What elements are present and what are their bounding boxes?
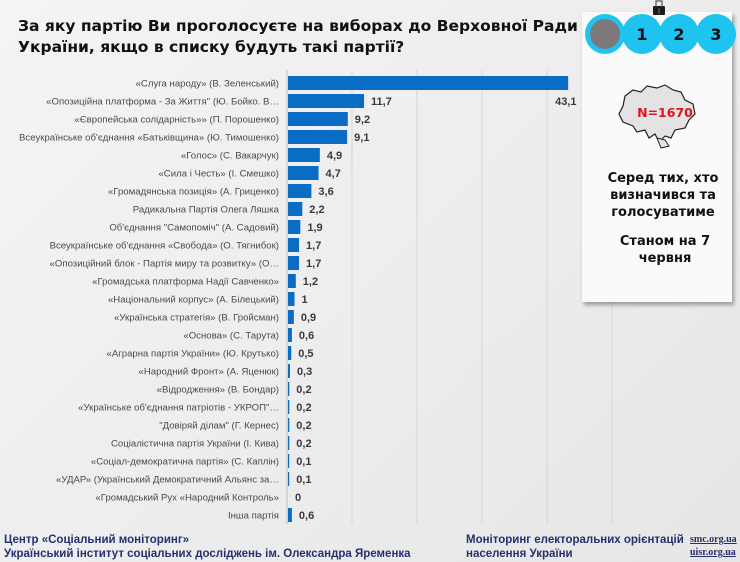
value-label: 0,6 xyxy=(299,330,314,342)
bar xyxy=(288,112,348,126)
category-label: Всеукраїнське об'єднання «Свобода» (О. Т… xyxy=(50,241,279,252)
footer-project-line1: Моніторинг електоральних орієнтацій xyxy=(466,534,684,546)
value-label: 4,9 xyxy=(327,150,342,162)
value-label: 1,7 xyxy=(306,258,321,270)
binder-clip-icon xyxy=(653,0,665,15)
bar xyxy=(288,292,295,306)
category-label: "Довіряй ділам" (Г. Кернес) xyxy=(159,421,279,432)
bar xyxy=(288,310,294,324)
step-label: 2 xyxy=(673,24,685,44)
value-label: 11,7 xyxy=(371,96,392,108)
category-label: «Соціал-демократична партія» (С. Каплін) xyxy=(91,457,279,468)
link-smc[interactable]: smc.org.ua xyxy=(690,534,737,545)
bar xyxy=(288,382,290,396)
bar xyxy=(288,436,290,450)
value-label: 0,3 xyxy=(297,366,312,378)
bar xyxy=(288,328,292,342)
bar xyxy=(288,346,292,360)
category-label: «Опозиційна платформа - За Життя" (Ю. Бо… xyxy=(46,97,279,108)
category-label: «Українське об'єднання патріотів - УКРОП… xyxy=(78,403,279,414)
category-label: «Громадська платформа Надії Савченко» xyxy=(92,277,279,288)
category-label: «Громадянська позиція» (А. Гриценко) xyxy=(108,187,279,198)
bar xyxy=(288,202,303,216)
bar xyxy=(288,400,290,414)
bar xyxy=(288,508,292,522)
footer-org-line2: Український інститут соціальних дослідже… xyxy=(4,548,411,560)
bar xyxy=(288,454,290,468)
value-label: 0,2 xyxy=(296,384,311,396)
value-label: 0,1 xyxy=(296,456,311,468)
bar xyxy=(288,76,569,90)
footer-project-line2: населення України xyxy=(466,548,573,560)
bar xyxy=(288,184,312,198)
value-label: 0,2 xyxy=(296,420,311,432)
value-label: 43,1 xyxy=(555,96,576,108)
value-label: 0,5 xyxy=(298,348,313,360)
category-label: Всеукраїнське об'єднання «Батьківщина» (… xyxy=(19,133,279,144)
category-label: «Національний корпус» (А. Білецький) xyxy=(108,295,279,306)
step-indicator: 1 2 3 xyxy=(585,14,736,58)
value-label: 1,7 xyxy=(306,240,321,252)
value-label: 3,6 xyxy=(318,186,333,198)
value-label: 0,6 xyxy=(299,510,314,522)
category-label: Соціалістична партія України (І. Кива) xyxy=(111,439,279,450)
step-1[interactable]: 1 xyxy=(622,14,662,54)
footer-project: Моніторинг електоральних орієнтацій насе… xyxy=(466,533,684,561)
value-label: 0,2 xyxy=(296,438,311,450)
value-label: 9,1 xyxy=(354,132,369,144)
value-label: 1,2 xyxy=(303,276,318,288)
category-label: «Європейська солідарність»» (П. Порошенк… xyxy=(74,115,279,126)
category-label: «Слуга народу» (В. Зеленський) xyxy=(136,79,279,90)
bar xyxy=(288,274,296,288)
sample-size-label: N=1670 xyxy=(637,105,693,120)
bar xyxy=(288,472,290,486)
value-label: 0,9 xyxy=(301,312,316,324)
value-label: 2,2 xyxy=(309,204,324,216)
footer-org-line1: Центр «Соціальний моніторинг» xyxy=(4,534,190,546)
bar xyxy=(288,238,300,252)
category-label: «Українська стратегія» (В. Гройсман) xyxy=(114,313,279,324)
value-label: 1,9 xyxy=(307,222,322,234)
category-label: «Голос» (С. Вакарчук) xyxy=(181,151,279,162)
step-2[interactable]: 2 xyxy=(659,14,699,54)
ukraine-map-icon xyxy=(618,84,696,149)
value-label: 4,7 xyxy=(326,168,341,180)
bar xyxy=(288,418,290,432)
step-label: 3 xyxy=(710,24,722,44)
category-label: Радикальна Партія Олега Ляшка xyxy=(133,205,280,216)
category-label: «Відродження» (В. Бондар) xyxy=(157,385,279,396)
step-0[interactable] xyxy=(585,14,625,54)
category-label: «Громадський Рух «Народний Контроль» xyxy=(95,493,279,504)
sample-note: Серед тих, хто визначився та голосуватим… xyxy=(607,171,719,220)
value-label: 1 xyxy=(302,294,308,306)
category-label: Об'єднання "Самопоміч" (А. Садовий) xyxy=(109,223,279,234)
step-label: 1 xyxy=(636,24,648,44)
bar xyxy=(288,220,301,234)
category-label: «Народний Фронт» (А. Яценюк) xyxy=(139,367,279,378)
value-label: 0,2 xyxy=(296,402,311,414)
value-label: 0,1 xyxy=(296,474,311,486)
category-label: «Сила і Честь» (І. Смешко) xyxy=(158,169,279,180)
footer-links: smc.org.ua uisr.org.ua xyxy=(690,533,737,559)
bar xyxy=(288,94,365,108)
category-label: «УДАР» (Український Демократичний Альянс… xyxy=(56,475,279,486)
bar xyxy=(288,364,290,378)
bar xyxy=(288,166,319,180)
category-label: «Основа» (С. Тарута) xyxy=(183,331,279,342)
bar-chart: «Слуга народу» (В. Зеленський) 43,1 «Опози… xyxy=(19,70,613,524)
value-label: 9,2 xyxy=(355,114,370,126)
category-label: «Опозиційний блок - Партія миру та розви… xyxy=(50,259,279,270)
footer-org: Центр «Соціальний моніторинг» Українськи… xyxy=(4,533,411,561)
info-panel xyxy=(582,12,732,302)
link-uisr[interactable]: uisr.org.ua xyxy=(690,547,736,558)
value-label: 0 xyxy=(295,492,301,504)
category-label: Інша партія xyxy=(228,511,279,522)
bar xyxy=(288,130,348,144)
bar xyxy=(288,148,320,162)
category-label: «Аграрна партія України» (Ю. Крутько) xyxy=(107,349,280,360)
bar xyxy=(288,256,300,270)
survey-date: Станом на 7 червня xyxy=(619,234,711,266)
step-3[interactable]: 3 xyxy=(696,14,736,54)
chart-title: За яку партію Ви проголосуєте на виборах… xyxy=(18,17,578,56)
